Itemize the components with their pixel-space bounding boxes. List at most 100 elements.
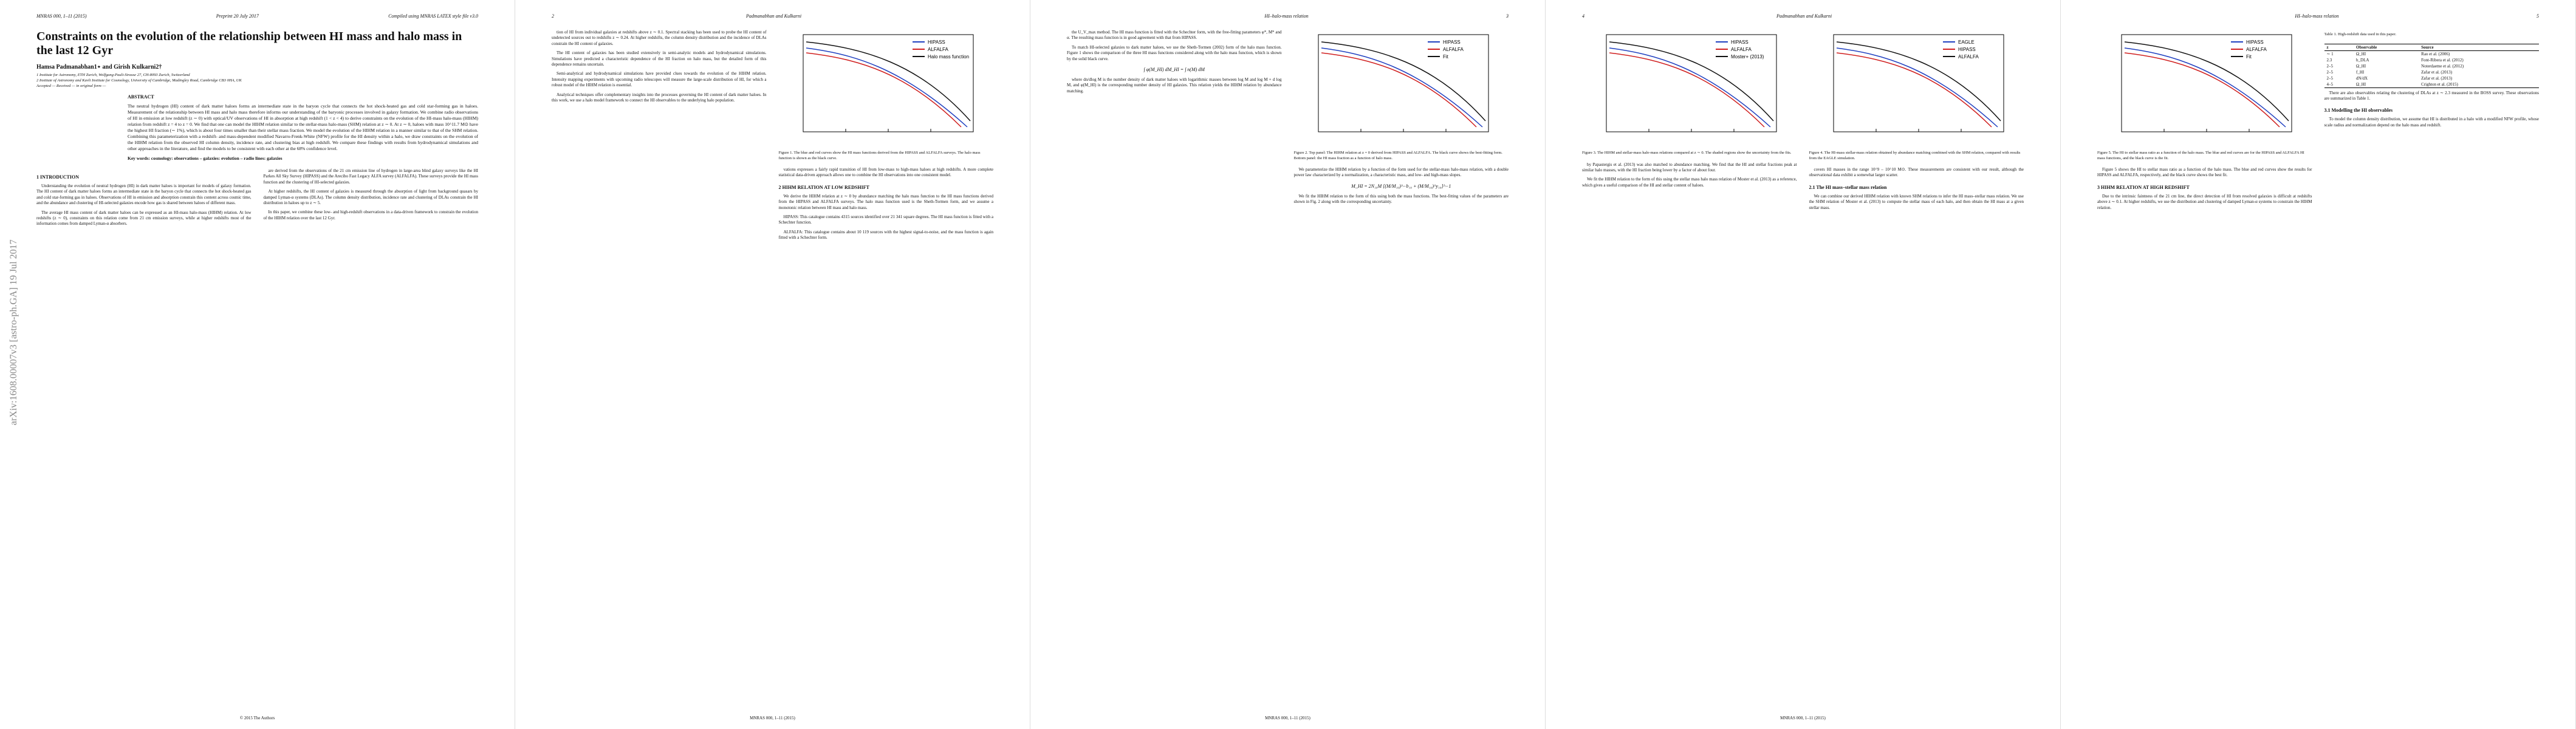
table-row: 2–5 Ω_HI Noterdaeme et al. (2012) — [2324, 63, 2540, 69]
figure: HIPASS ALFALFA Fit Figure 2. Top panel: The… — [1294, 30, 1509, 161]
table-cell: Ω_HI — [2356, 81, 2366, 87]
legend-label: ALFALFA — [1731, 47, 1752, 52]
header-text: 3 — [1506, 13, 1509, 19]
table-cell: Noterdaeme et al. (2012) — [2421, 63, 2464, 69]
legend-label: Fit — [2246, 54, 2252, 60]
heading: ABSTRACT — [128, 94, 154, 100]
plot-frame — [1833, 34, 2004, 132]
paragraph: are derived from the observations of the… — [263, 168, 479, 185]
column: EAGLE HIPASS ALFALFA Figure 4. The HI-mass … — [1809, 30, 2024, 214]
table-row: ∼ 1 Ω_HI Rao et al. (2006) — [2324, 50, 2540, 57]
legend-label: HIPASS — [928, 39, 945, 45]
figure-caption: Figure 3. The HIHM and stellar-mass halo… — [1582, 151, 1792, 155]
header-cell: Observable — [2356, 44, 2377, 50]
legend-label: HIPASS — [2246, 39, 2264, 45]
paragraph: vations expresses a fairly rapid transit… — [778, 167, 994, 178]
table-row: 2–5 f_HI Zafar et al. (2013) — [2324, 69, 2540, 75]
table: z Observable Source ∼ 1 Ω_HI Rao et al. (2006… — [2324, 44, 2540, 88]
header-text: Padmanabhan and Kulkarni — [745, 13, 802, 19]
heading: 3 HIHM RELATION AT HIGH REDSHIFT — [2097, 184, 2190, 190]
figure: HIPASS ALFALFA Fit Figure 5. The HI to stel… — [2097, 30, 2312, 161]
page-header: HI–halo-mass relation 5 — [2097, 13, 2539, 19]
header-text: 5 — [2537, 13, 2539, 19]
table-cell: 2.3 — [2326, 57, 2332, 63]
table-cell: 4–5 — [2326, 81, 2334, 87]
front-matter: Constraints on the evolution of the rela… — [36, 30, 478, 161]
paragraph: covers HI masses in the range 10^9 – 10^… — [1809, 167, 2024, 178]
page-header: 4 Padmanabhan and Kulkarni — [1582, 13, 2024, 19]
curve — [806, 52, 962, 128]
paragraph: We fit the HIHM relation to the form of … — [1293, 193, 1509, 205]
column: the U_V_max method. The HI mass function… — [1067, 30, 1282, 209]
keywords: Key words: cosmology: observations – gal… — [128, 156, 283, 161]
affiliation: Accepted — Received — in original form — — [36, 84, 106, 88]
table-row: 2.3 b_DLA Font-Ribera et al. (2012) — [2324, 57, 2540, 63]
legend-label: HIPASS — [1731, 39, 1749, 45]
page: HI–halo-mass relation 3 the U_V_max method… — [1030, 0, 1546, 729]
column: are derived from the observations of the… — [264, 168, 479, 231]
page: 4 Padmanabhan and Kulkarni HIPASS ALFALFA Mo… — [1546, 0, 2061, 729]
columns: HIPASS ALFALFA Moster+ (2013) Figure 3. The… — [1582, 30, 2024, 214]
columns: tion of HI from individual galaxies at r… — [552, 30, 993, 245]
columns: 1 INTRODUCTION Understanding the evolutio… — [36, 168, 478, 231]
table-cell: 2–5 — [2326, 63, 2334, 69]
figure-plot: HIPASS ALFALFA Halo mass function — [803, 34, 973, 132]
table-body: ∼ 1 Ω_HI Rao et al. (2006) 2.3 b_DLA Font-Rib… — [2324, 50, 2540, 87]
paragraph: We derive the HIHM relation at z ∼ 0 by … — [778, 193, 994, 210]
page-footer: MNRAS 000, 1–11 (2015) — [750, 716, 795, 720]
figure-caption: Figure 4. The HI-mass stellar-mass relat… — [1809, 151, 2021, 160]
column: HIPASS ALFALFA Moster+ (2013) Figure 3. The… — [1582, 30, 1797, 214]
paragraph: To match HI-selected galaxies to dark ma… — [1067, 44, 1282, 61]
page-footer: MNRAS 000, 1–11 (2015) — [1265, 716, 1310, 720]
table-cell: f_HI — [2356, 69, 2365, 75]
columns: the U_V_max method. The HI mass function… — [1067, 30, 1509, 209]
header-text: Preprint 20 July 2017 — [216, 13, 259, 19]
column: HIPASS ALFALFA Fit Figure 2. Top panel: The… — [1294, 30, 1509, 209]
table-cell: 2–5 — [2326, 75, 2334, 81]
header-text: HI–halo-mass relation — [1264, 13, 1309, 19]
curve — [1836, 52, 1992, 128]
figure-plot: HIPASS ALFALFA Moster+ (2013) — [1606, 34, 1777, 132]
header-cell: Source — [2421, 44, 2434, 50]
legend-label: HIPASS — [1958, 47, 1976, 52]
paragraph: where dn/dlog M is the number density of… — [1067, 77, 1282, 94]
table-cell: Crighton et al. (2015) — [2421, 81, 2458, 87]
table-cell: dN/dX — [2356, 75, 2368, 81]
paragraph: tion of HI from individual galaxies at r… — [552, 30, 767, 46]
table-row: 4–5 Ω_HI Crighton et al. (2015) — [2324, 81, 2539, 87]
legend-label: Moster+ (2013) — [1731, 54, 1764, 60]
column: 1 INTRODUCTION Understanding the evolutio… — [36, 168, 252, 231]
table-cell: Rao et al. (2006) — [2421, 51, 2450, 56]
page-header: MNRAS 000, 1–11 (2015) Preprint 20 July 2… — [36, 13, 478, 19]
page-header: 2 Padmanabhan and Kulkarni — [552, 13, 993, 19]
curve — [1609, 47, 1771, 128]
paragraph: The HI content of galaxies has been stud… — [552, 50, 767, 67]
paragraph: Due to the intrinsic faintness of the 21… — [2097, 193, 2312, 210]
title: Constraints on the evolution of the rela… — [36, 30, 462, 57]
column: tion of HI from individual galaxies at r… — [552, 30, 767, 245]
page-footer: © 2015 The Authors — [239, 716, 275, 720]
paragraph: In this paper, we combine these low- and… — [263, 210, 479, 221]
table-cell: Zafar et al. (2013) — [2421, 69, 2453, 75]
curve — [1321, 47, 1483, 128]
legend-label: Fit — [1443, 54, 1449, 60]
paragraph: by Papastergis et al. (2013) was also ma… — [1582, 162, 1797, 173]
paragraph: the U_V_max method. The HI mass function… — [1067, 30, 1282, 41]
columns: HIPASS ALFALFA Fit Figure 5. The HI to stel… — [2097, 30, 2539, 214]
figure: HIPASS ALFALFA Halo mass function Figure 1.… — [779, 30, 994, 161]
heading: 1 INTRODUCTION — [36, 174, 80, 180]
header-text: 4 — [1582, 13, 1584, 19]
curve — [2124, 52, 2280, 128]
paragraph: To model the column density distribution… — [2324, 117, 2540, 128]
paragraph: ALFALFA: This catalogue contains about 1… — [778, 229, 994, 241]
figure: EAGLE HIPASS ALFALFA Figure 4. The HI-mass … — [1809, 30, 2024, 161]
heading: 3.1 Modelling the HI observables — [2324, 108, 2393, 114]
table-cell: 2–5 — [2326, 69, 2334, 75]
abstract: The neutral hydrogen (HI) content of dar… — [128, 103, 478, 151]
legend-label: HIPASS — [1443, 39, 1461, 45]
header-text: Padmanabhan and Kulkarni — [1776, 13, 1832, 19]
figure-caption: Figure 2. Top panel: The HIHM relation a… — [1293, 151, 1502, 160]
heading: 2 HIHM RELATION AT LOW REDSHIFT — [778, 184, 869, 190]
table-row: 2–5 dN/dX Zafar et al. (2013) — [2324, 75, 2540, 81]
